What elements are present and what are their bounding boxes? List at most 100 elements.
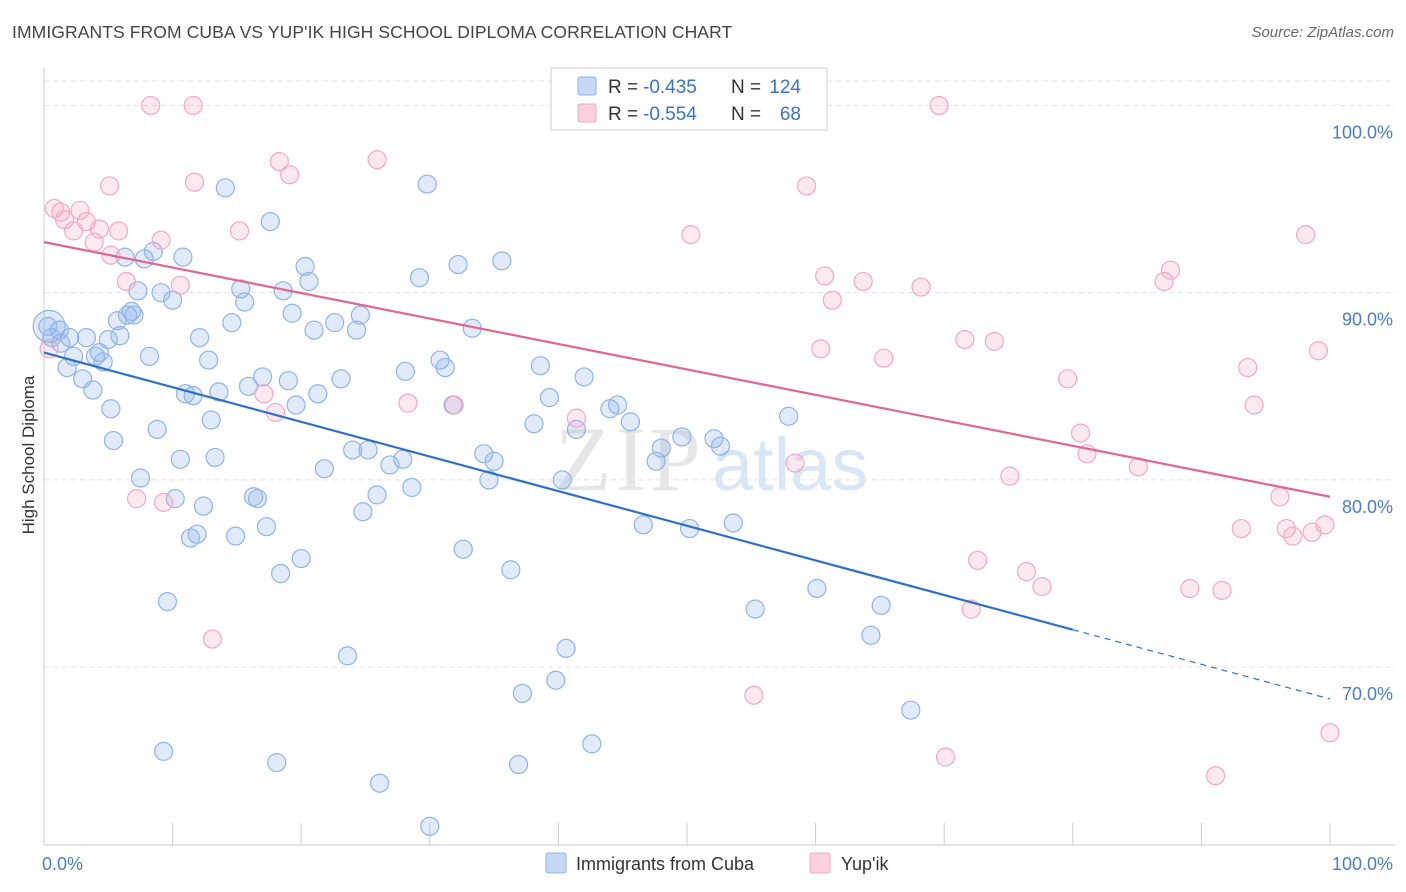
cuba-point (331, 369, 351, 389)
cuba-point (199, 350, 219, 370)
legend-r-value-cuba: -0.435 (643, 77, 697, 98)
trend-lines (43, 241, 1331, 700)
axes (43, 68, 1395, 846)
yupik-point (785, 453, 805, 473)
watermark-atlas: atlas (712, 423, 868, 506)
cuba-point (552, 470, 572, 490)
yupik-point (151, 230, 171, 250)
cuba-point (484, 451, 504, 471)
chart-title: IMMIGRANTS FROM CUBA VS YUP'IK HIGH SCHO… (12, 22, 733, 42)
yupik-point (1283, 526, 1303, 546)
cuba-point (130, 468, 151, 488)
cuba-point (101, 399, 121, 419)
cuba-point (651, 438, 671, 458)
cuba-point (282, 303, 302, 323)
cuba-point (193, 496, 214, 516)
yupik-point (1000, 466, 1020, 486)
cuba-point (51, 333, 71, 353)
cuba-point (314, 459, 334, 479)
cuba-trend-extension (1072, 629, 1331, 700)
cuba-point (901, 700, 921, 720)
cuba-point (222, 313, 242, 333)
legend-r-label: R = (608, 104, 638, 125)
cuba-point (267, 753, 287, 773)
cuba-point (304, 320, 324, 340)
yupik-point (141, 95, 161, 116)
yupik-point (1270, 487, 1290, 507)
cuba-point (295, 256, 315, 277)
cuba-point (512, 683, 532, 703)
yupik-point (815, 266, 835, 286)
yupik-point (1320, 723, 1340, 743)
cuba-point (278, 371, 298, 391)
series-legend: Immigrants from Cuba Yup'ik (545, 852, 889, 874)
cuba-point (546, 670, 566, 690)
legend-swatch-cuba (577, 76, 597, 96)
cuba-point (173, 247, 193, 267)
cuba-point (139, 346, 160, 366)
cuba-point (165, 489, 185, 509)
cuba-point (524, 414, 544, 434)
yupik-point (89, 219, 109, 239)
yupik-point (184, 172, 205, 192)
cuba-point (308, 384, 328, 404)
stats-legend: R = -0.435 N = 124 R = -0.554 N = 68 (550, 67, 828, 131)
yupik-point (398, 393, 418, 413)
yupik-point (153, 492, 174, 512)
yupik-point (269, 152, 289, 172)
cuba-point (402, 477, 422, 497)
cuba-point (807, 578, 827, 599)
yupik-point (170, 275, 190, 295)
cuba-point (710, 436, 731, 456)
yupik-point (1160, 260, 1181, 280)
cuba-point (215, 178, 235, 198)
cuba-trend-line (43, 351, 1074, 631)
cuba-point (337, 646, 358, 666)
yupik-point (202, 629, 223, 649)
cuba-point (32, 309, 66, 343)
cuba-point (163, 290, 183, 310)
cuba-point (508, 754, 529, 775)
cuba-point (183, 386, 203, 406)
cuba-point (343, 440, 363, 460)
yupik-point (63, 221, 84, 241)
legend-swatch-cuba (545, 852, 567, 874)
yupik-point (126, 489, 147, 509)
yupik-point (1016, 562, 1037, 582)
y-tick-label: 100.0% (1332, 122, 1393, 142)
cuba-point (530, 356, 550, 376)
cuba-point (346, 320, 367, 340)
cuba-point (723, 513, 743, 533)
cuba-point (291, 548, 311, 569)
y-tick-label: 70.0% (1342, 684, 1393, 704)
cuba-point (871, 595, 891, 615)
yupik-point (1231, 518, 1251, 539)
yupik-point (99, 176, 120, 196)
yupik-point (254, 384, 274, 404)
cuba-point (704, 429, 724, 449)
cuba-point (89, 342, 109, 363)
cuba-point (151, 283, 171, 303)
cuba-point (492, 251, 512, 271)
yupik-point (566, 408, 587, 428)
cuba-point (745, 599, 765, 619)
yupik-point (911, 277, 931, 297)
cuba-point (299, 271, 319, 292)
cuba-point (260, 211, 280, 232)
x-tick-labels: 0.0% 100.0% (42, 854, 1393, 874)
yupik-point (853, 271, 873, 292)
cuba-point (861, 625, 881, 645)
cuba-point (98, 329, 118, 350)
cuba-point (286, 395, 306, 415)
legend-swatch-yupik (577, 103, 597, 123)
cuba-point (110, 326, 130, 346)
yupik-point (1058, 369, 1078, 389)
cuba-point (209, 382, 229, 402)
yupik-point (955, 329, 975, 350)
yupik-point (1276, 518, 1296, 539)
watermark: ZIP atlas (555, 408, 868, 510)
cuba-point (124, 305, 144, 325)
yupik-point (968, 550, 988, 571)
cuba-point (235, 292, 255, 312)
cuba-point (620, 412, 641, 432)
